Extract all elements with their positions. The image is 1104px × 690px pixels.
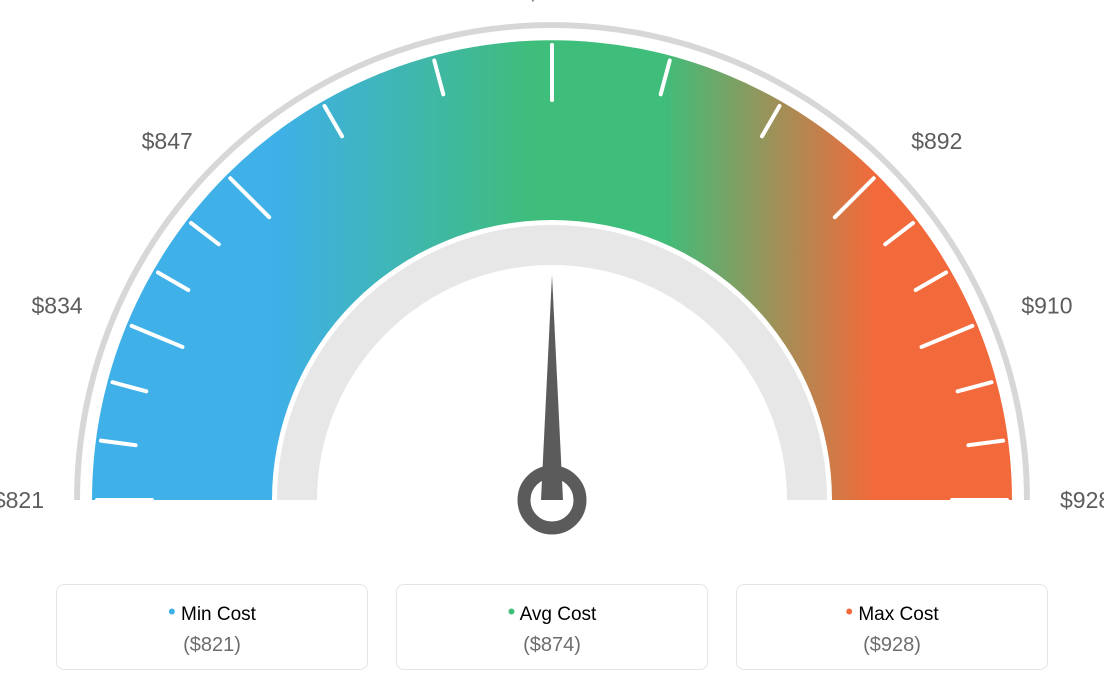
gauge-label: $928 <box>1060 487 1104 513</box>
legend-min-value: ($821) <box>57 634 367 657</box>
dot-icon: • <box>168 599 176 624</box>
gauge-label: $821 <box>0 487 44 513</box>
legend-max-box: • Max Cost ($928) <box>736 584 1048 670</box>
legend-min-label: Min Cost <box>181 604 256 625</box>
gauge-label: $874 <box>526 0 577 5</box>
legend-avg-box: • Avg Cost ($874) <box>396 584 708 670</box>
legend-min-title: • Min Cost <box>57 599 367 626</box>
legend-row: • Min Cost ($821) • Avg Cost ($874) • Ma… <box>0 584 1104 670</box>
gauge-label: $834 <box>31 293 82 319</box>
gauge-label: $847 <box>142 128 193 154</box>
dot-icon: • <box>845 599 853 624</box>
gauge-label: $910 <box>1021 293 1072 319</box>
gauge-svg: $821 $834 $847 $874 $892 $910 $928 <box>0 0 1104 560</box>
legend-min-box: • Min Cost ($821) <box>56 584 368 670</box>
legend-max-title: • Max Cost <box>737 599 1047 626</box>
cost-gauge-chart: $821 $834 $847 $874 $892 $910 $928 • Min Cost … <box>0 0 1104 690</box>
legend-avg-value: ($874) <box>397 634 707 657</box>
gauge-label: $892 <box>911 128 962 154</box>
legend-avg-label: Avg Cost <box>520 604 597 625</box>
legend-max-value: ($928) <box>737 634 1047 657</box>
dot-icon: • <box>508 599 516 624</box>
gauge-area: $821 $834 $847 $874 $892 $910 $928 <box>0 0 1104 560</box>
legend-avg-title: • Avg Cost <box>397 599 707 626</box>
legend-max-label: Max Cost <box>858 604 938 625</box>
